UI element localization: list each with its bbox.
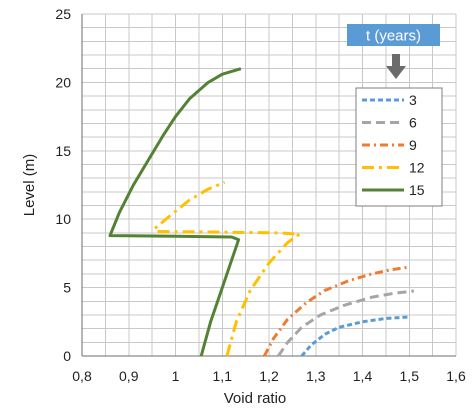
legend-label-9: 9 — [409, 137, 417, 153]
tick-labels: 0,8 0,9 1 1,1 1,2 1,3 1,4 1,5 1,6 0 5 10 15 20 25 — [55, 6, 466, 384]
legend-title-box — [347, 24, 440, 46]
legend: t (years) 3 6 9 12 15 — [347, 24, 443, 207]
y-tick-label: 5 — [63, 280, 71, 296]
legend-title: t (years) — [366, 28, 421, 45]
series-line-6 — [277, 289, 415, 357]
y-tick-label: 0 — [63, 348, 71, 364]
series-line-3 — [300, 315, 410, 357]
series-line-9 — [262, 265, 410, 357]
legend-label-6: 6 — [409, 115, 417, 131]
series-line-15 — [108, 67, 242, 357]
series-line-12 — [153, 180, 301, 357]
y-axis-title: Level (m) — [21, 154, 38, 217]
x-axis-title: Void ratio — [224, 390, 287, 407]
legend-label-12: 12 — [409, 160, 425, 176]
x-tick-label: 1,4 — [353, 368, 373, 384]
x-tick-label: 1 — [172, 368, 180, 384]
y-tick-label: 15 — [55, 143, 71, 159]
y-tick-label: 10 — [55, 211, 71, 227]
x-tick-label: 1,1 — [213, 368, 233, 384]
y-tick-label: 25 — [55, 6, 71, 22]
x-tick-label: 0,8 — [72, 368, 92, 384]
x-tick-label: 1,3 — [306, 368, 326, 384]
legend-box — [355, 87, 443, 207]
x-tick-label: 0,9 — [119, 368, 139, 384]
x-tick-label: 1,5 — [400, 368, 420, 384]
series-lines — [108, 67, 415, 357]
x-tick-label: 1,6 — [446, 368, 466, 384]
y-tick-label: 20 — [55, 74, 71, 90]
axes — [81, 14, 456, 357]
down-arrow-icon — [386, 54, 406, 79]
legend-label-15: 15 — [409, 182, 425, 198]
legend-label-3: 3 — [409, 92, 417, 108]
x-tick-label: 1,2 — [259, 368, 279, 384]
